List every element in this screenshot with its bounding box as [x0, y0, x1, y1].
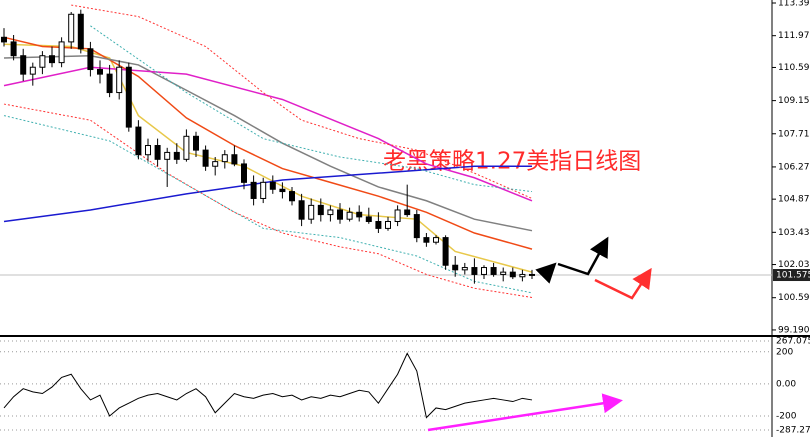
y-tick-label: 103.430 — [778, 228, 810, 238]
candle-body — [433, 237, 439, 243]
candle-body — [183, 135, 190, 160]
candle-body — [250, 181, 257, 199]
y-tick-label: -287.274 — [776, 426, 810, 436]
candle-body — [404, 209, 411, 216]
candle-body — [279, 188, 286, 193]
candle-body — [385, 220, 391, 229]
y-tick-label: 267.0751 — [776, 337, 810, 347]
candle-body — [193, 135, 199, 151]
candle-body — [317, 204, 324, 216]
candle-body — [87, 48, 94, 71]
candle-body — [164, 151, 171, 160]
candle-body — [423, 237, 430, 243]
y-tick-label: 0.00 — [776, 379, 796, 389]
candle-body — [346, 211, 353, 220]
candle-body — [145, 145, 151, 156]
candle-body — [529, 273, 535, 276]
candle-body — [1, 36, 7, 43]
y-tick-label: 110.590 — [778, 63, 810, 73]
candle-body — [327, 209, 334, 216]
candle-body — [509, 271, 516, 278]
candle-body — [375, 220, 382, 229]
candle-body — [212, 161, 219, 167]
candle-body — [490, 267, 497, 275]
indicator-line — [3, 103, 533, 298]
indicator-line — [71, 4, 533, 199]
candle-body — [356, 211, 363, 218]
candle-body — [20, 55, 27, 75]
candle-body — [481, 267, 487, 275]
candle-body — [77, 13, 84, 50]
y-tick-label: 113.390 — [778, 0, 810, 8]
candle-body — [10, 41, 17, 57]
candle-body — [68, 13, 75, 43]
candle-body — [58, 41, 65, 64]
candle-body — [29, 66, 36, 75]
candle-body — [135, 126, 142, 156]
y-tick-label: 107.710 — [778, 129, 810, 139]
candle-body — [413, 214, 420, 239]
y-tick-label: 102.030 — [778, 260, 810, 270]
y-tick-label: -200 — [776, 411, 797, 421]
y-tick-label: 106.270 — [778, 162, 810, 172]
candle-body — [365, 216, 372, 222]
cci-line — [3, 352, 533, 419]
y-tick-label: 100.590 — [778, 293, 810, 303]
y-tick-label: 200 — [776, 347, 793, 357]
candle-body — [49, 55, 55, 64]
candle-body — [269, 181, 276, 190]
candle-body — [337, 209, 343, 220]
candle-body — [221, 154, 228, 163]
candle-body — [202, 149, 209, 167]
last-price-label: 101.575 — [776, 271, 810, 281]
candle-body — [97, 69, 103, 75]
candle-body — [125, 66, 132, 128]
candle-body — [154, 145, 161, 160]
candle-body — [442, 237, 449, 266]
y-tick-label: 104.870 — [778, 195, 810, 205]
indicator-line — [3, 165, 532, 223]
indicator-line — [3, 66, 533, 202]
candle-body — [394, 209, 401, 222]
candle-body — [241, 163, 247, 183]
candle-body — [500, 271, 507, 275]
indicator-line — [90, 25, 533, 193]
candle-body — [308, 204, 315, 220]
candle-body — [231, 154, 238, 165]
candle-body — [260, 181, 267, 199]
candle-body — [289, 191, 295, 202]
y-tick-label: 99.190 — [778, 325, 810, 335]
candle-body — [106, 73, 113, 94]
last-price-box — [773, 269, 810, 282]
candle-body — [39, 55, 46, 68]
indicator-line — [3, 54, 533, 232]
y-tick-label: 109.150 — [778, 96, 810, 106]
drawn-arrows — [427, 236, 652, 432]
y-tick-label: 111.970 — [778, 31, 810, 41]
candle-body — [461, 267, 468, 271]
candle-body — [519, 273, 526, 278]
candle-body — [452, 264, 459, 271]
candle-body — [298, 200, 305, 220]
candle-body — [471, 267, 478, 275]
candle-body — [173, 151, 180, 160]
indicator-line — [3, 115, 533, 294]
candle-body — [116, 66, 123, 94]
